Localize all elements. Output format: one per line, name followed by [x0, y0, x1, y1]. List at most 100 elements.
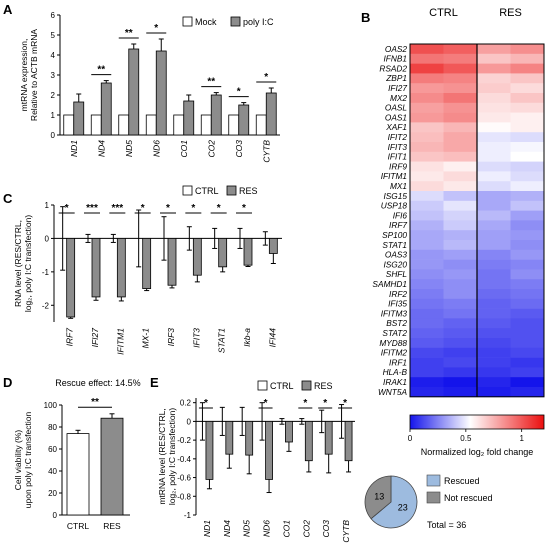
b-heatmap-cell: [477, 151, 511, 162]
b-row-label: IRF9: [389, 161, 407, 171]
b-heatmap-cell: [443, 377, 478, 388]
b-row-label: OAS2: [385, 44, 408, 54]
c-bar-res: [192, 238, 202, 276]
e-sig-label: *: [343, 398, 347, 409]
b-row-label: IFI27: [388, 83, 407, 93]
b-heatmap-cell: [410, 240, 444, 251]
b-heatmap-cell: [477, 171, 511, 182]
pie-total: Total = 36: [427, 520, 466, 530]
b-heatmap-cell: [477, 44, 511, 55]
c-bar-res: [116, 238, 126, 298]
b-heatmap-cell: [443, 63, 478, 74]
c-bar-res: [142, 238, 152, 289]
c-legend-label-1: CTRL: [195, 186, 219, 196]
b-heatmap-cell: [510, 279, 545, 290]
a-bar-polyic: [128, 48, 140, 136]
c-y-tick-label: -1: [42, 268, 50, 277]
b-heatmap-cell: [477, 347, 511, 358]
b-heatmap-cell: [443, 328, 478, 339]
a-sig-label: **: [207, 77, 215, 88]
c-sig-label: *: [166, 203, 170, 214]
a-bar-polyic: [210, 94, 222, 136]
panel-label-c: C: [3, 191, 13, 206]
b-heatmap-cell: [410, 289, 444, 300]
c-bar-res: [66, 238, 76, 318]
b-heatmap-cell: [410, 181, 444, 192]
b-heatmap-cell: [443, 102, 478, 113]
c-bar-res: [268, 238, 278, 254]
b-heatmap-cell: [443, 259, 478, 270]
d-y-tick-label: 60: [48, 445, 57, 454]
c-x-tick-label: IRF7: [65, 328, 75, 347]
b-heatmap-cell: [410, 83, 444, 94]
a-y-tick-label: 0: [51, 131, 56, 140]
b-heatmap-cell: [410, 210, 444, 221]
b-heatmap-cell: [443, 53, 478, 64]
b-heatmap-cell: [410, 269, 444, 280]
b-heatmap-cell: [477, 259, 511, 270]
c-x-tick-label: IFITM1: [115, 328, 125, 355]
b-heatmap-cell: [443, 161, 478, 172]
b-heatmap-cell: [510, 210, 545, 221]
e-bar-res: [285, 420, 293, 443]
c-y-tick-label: 0: [45, 234, 50, 243]
b-heatmap-cell: [477, 240, 511, 251]
a-y-tick-label: 5: [51, 31, 56, 40]
e-x-tick-label: CYTB: [341, 520, 351, 543]
e-x-tick-label: CO2: [301, 520, 311, 538]
e-bar-res: [304, 420, 313, 462]
b-heatmap-cell: [510, 298, 545, 309]
b-heatmap-cell: [510, 73, 545, 84]
b-heatmap-cell: [443, 93, 478, 104]
b-row-label: OAS1: [385, 112, 407, 122]
c-legend-swatch-2: [226, 185, 237, 196]
a-y-tick-label: 3: [51, 71, 56, 80]
a-x-tick-label: ND1: [69, 140, 79, 157]
pie-slice-not-rescued: [364, 475, 392, 520]
b-heatmap-cell: [477, 53, 511, 64]
panel-label-a: A: [3, 2, 13, 17]
b-heatmap-cell: [477, 367, 511, 378]
b-heatmap-cell: [410, 44, 444, 55]
b-row-label: IFITM2: [381, 348, 408, 358]
d-title: Rescue effect: 14.5%: [55, 378, 140, 388]
e-x-tick-label: ND1: [202, 520, 212, 537]
e-sig-label: *: [204, 398, 208, 409]
b-heatmap-cell: [510, 142, 545, 153]
b-row-label: OAS3: [385, 250, 408, 260]
c-sig-label: ***: [86, 203, 98, 214]
b-row-label: MX2: [390, 93, 407, 103]
b-heatmap-cell: [443, 387, 478, 398]
b-heatmap-cell: [443, 230, 478, 241]
b-heatmap-cell: [410, 387, 444, 398]
e-y-label: mtRNA level (RES/CTRL,log₂, poly I:C tra…: [157, 408, 177, 505]
b-row-label: IFI35: [388, 299, 407, 309]
b-heatmap-cell: [477, 83, 511, 94]
b-heatmap-cell: [477, 220, 511, 231]
e-bar-res: [324, 420, 333, 455]
c-x-tick-label: IFI27: [90, 328, 100, 348]
b-column-label-res: RES: [499, 7, 522, 19]
a-bar-polyic: [73, 101, 85, 136]
b-row-label: SP100: [382, 230, 407, 240]
b-heatmap-cell: [510, 200, 545, 211]
b-heatmap-cell: [443, 200, 478, 211]
b-heatmap-cell: [477, 269, 511, 280]
c-x-tick-label: IRF3: [166, 328, 176, 347]
e-sig-label: *: [303, 398, 307, 409]
a-bar-mock: [255, 114, 267, 136]
panel-label-d: D: [3, 375, 12, 390]
b-heatmap-cell: [477, 289, 511, 300]
b-heatmap-cell: [443, 347, 478, 358]
pie-chart: 23 Rescued 13 Not rescued Total = 36: [364, 474, 493, 530]
b-heatmap-cell: [510, 191, 545, 202]
b-heatmap-cell: [410, 112, 444, 123]
a-legend-swatch-1: [182, 16, 193, 27]
b-heatmap-cell: [477, 377, 511, 388]
b-heatmap-cell: [477, 102, 511, 113]
a-bar-mock: [228, 114, 240, 136]
e-sig-label: *: [323, 398, 327, 409]
b-heatmap-cell: [477, 63, 511, 74]
b-heatmap-cell: [510, 249, 545, 260]
c-x-tick-label: STAT1: [217, 328, 227, 353]
